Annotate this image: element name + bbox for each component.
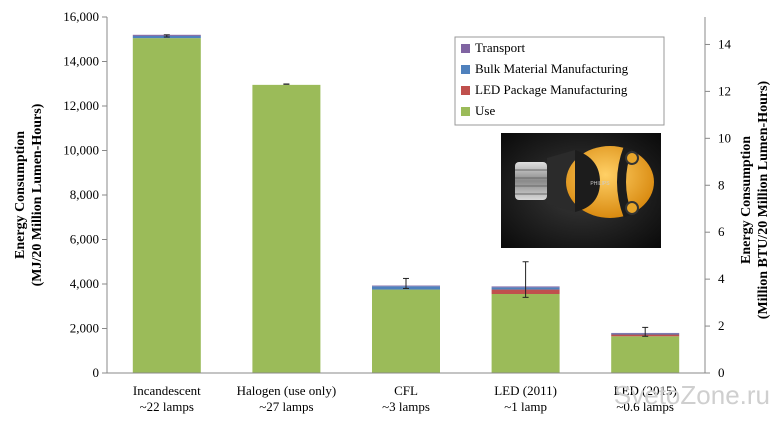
axes bbox=[106, 17, 706, 374]
bar-segment bbox=[252, 84, 321, 374]
left-tick-label: 14,000 bbox=[63, 54, 99, 69]
right-tick-label: 6 bbox=[718, 224, 725, 239]
legend-swatch bbox=[461, 86, 470, 95]
left-axis-title-line: (MJ/20 Million Lumen-Hours) bbox=[30, 103, 45, 286]
category-label: CFL ~3 lamps bbox=[382, 383, 430, 414]
right-tick-label: 8 bbox=[718, 177, 725, 192]
legend-swatch bbox=[461, 107, 470, 116]
legend-label: Transport bbox=[475, 40, 525, 55]
right-axis-ticks: 0 2 4 6 8 10 12 14 bbox=[705, 36, 732, 380]
left-tick-label: 4,000 bbox=[70, 276, 99, 291]
bar-segment bbox=[491, 294, 560, 373]
category-label: Incandescent ~22 lamps bbox=[133, 383, 201, 414]
bar-segment bbox=[611, 336, 680, 373]
right-axis-title-line: Energy Consumption bbox=[739, 136, 754, 264]
led-bulb-photo: PHILIPS bbox=[501, 133, 661, 248]
legend: Transport Bulk Material Manufacturing LED … bbox=[454, 36, 665, 126]
photo-brand-label: PHILIPS bbox=[590, 181, 610, 187]
right-tick-label: 10 bbox=[718, 130, 731, 145]
bar-segment bbox=[132, 38, 201, 373]
left-tick-label: 2,000 bbox=[70, 321, 99, 336]
left-tick-label: 0 bbox=[93, 365, 100, 380]
legend-box bbox=[454, 36, 665, 126]
left-tick-label: 16,000 bbox=[63, 9, 99, 24]
left-tick-label: 10,000 bbox=[63, 143, 99, 158]
error-bars bbox=[163, 34, 649, 337]
legend-swatch bbox=[461, 44, 470, 53]
left-axis-title-line: Energy Consumption bbox=[13, 131, 28, 259]
right-axis-title: Energy Consumption (Million BTU/20 Millio… bbox=[739, 80, 771, 319]
right-tick-label: 14 bbox=[718, 36, 732, 51]
right-axis-title-line: (Million BTU/20 Million Lumen-Hours) bbox=[756, 80, 771, 319]
legend-swatch bbox=[461, 65, 470, 74]
bars bbox=[132, 34, 680, 374]
right-tick-label: 12 bbox=[718, 83, 731, 98]
category-label: LED (2011) ~1 lamp bbox=[494, 383, 557, 414]
left-tick-label: 6,000 bbox=[70, 232, 99, 247]
right-tick-label: 0 bbox=[718, 365, 725, 380]
category-labels: Incandescent ~22 lamps Halogen (use only) ~… bbox=[133, 383, 677, 414]
legend-label: LED Package Manufacturing bbox=[475, 82, 628, 97]
watermark: SvetoZone.ru bbox=[614, 380, 770, 410]
legend-label: Use bbox=[475, 103, 495, 118]
legend-label: Bulk Material Manufacturing bbox=[475, 61, 629, 76]
bar-segment bbox=[372, 289, 440, 373]
left-tick-label: 12,000 bbox=[63, 98, 99, 113]
category-label: Halogen (use only) ~27 lamps bbox=[237, 383, 337, 414]
right-tick-label: 2 bbox=[718, 318, 725, 333]
left-axis-ticks: 0 2,000 4,000 6,000 8,000 10,000 12,000 14,000 1… bbox=[63, 9, 107, 380]
category-label: LED (2015) ~0.6 lamps bbox=[614, 383, 677, 414]
left-tick-label: 8,000 bbox=[70, 187, 99, 202]
left-axis-title: Energy Consumption (MJ/20 Million Lumen-H… bbox=[13, 103, 45, 286]
right-tick-label: 4 bbox=[718, 271, 725, 286]
